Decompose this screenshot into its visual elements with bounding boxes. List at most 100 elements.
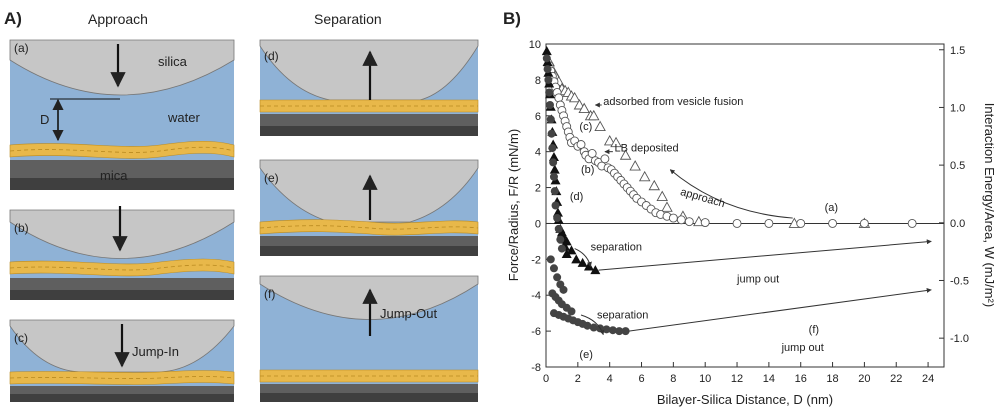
annotation-arrow (574, 248, 592, 267)
point-filled-circle (567, 307, 576, 316)
x-ticks: 0 2 4 6 8 10 12 14 16 18 20 22 24 (543, 362, 934, 385)
point-filled-triangle (548, 152, 559, 162)
point-filled-triangle (590, 265, 601, 275)
point-filled-circle (547, 129, 556, 138)
gap-label: D (40, 112, 49, 127)
annotation-label: (f) (809, 324, 819, 336)
y-tick-label: 10 (529, 39, 541, 51)
annotation-arrows (574, 102, 932, 336)
y-axis-label: Force/Radius, F/R (mN/m) (506, 129, 521, 281)
y-tick-label: -2 (531, 254, 541, 266)
water-label: water (167, 110, 200, 125)
point-open-circle (764, 218, 774, 228)
x-tick-label: 2 (575, 373, 581, 385)
point-filled-triangle (566, 245, 577, 255)
point-filled-triangle (561, 236, 572, 246)
annotation-label: adsorbed from vesicle fusion (603, 96, 743, 108)
schematic-b: (b) (9, 206, 235, 300)
point-open-circle (676, 215, 686, 225)
point-filled-circle (543, 65, 552, 74)
point-open-triangle (629, 160, 641, 171)
x-tick-label: 6 (638, 373, 644, 385)
point-filled-circle (553, 273, 562, 282)
point-open-circle (859, 218, 869, 228)
point-filled-circle (546, 115, 555, 124)
x-tick-label: 14 (763, 373, 775, 385)
schematic-f: (f) Jump-Out (259, 275, 479, 402)
annotation-label: (c) (579, 121, 592, 133)
annotation-label: separation (591, 241, 642, 253)
point-filled-circle (608, 326, 617, 335)
y-tick-label: -6 (531, 326, 541, 338)
data-markers (541, 46, 917, 336)
schematic-d: (d) (259, 39, 479, 136)
tag-b: (b) (14, 221, 29, 235)
point-filled-circle (550, 187, 559, 196)
point-filled-circle (546, 255, 555, 264)
point-filled-circle (583, 321, 592, 330)
point-filled-circle (621, 327, 630, 336)
point-open-triangle (587, 109, 600, 121)
mica-label: mica (100, 168, 128, 183)
x-tick-label: 20 (858, 373, 870, 385)
annotation-arrow (669, 169, 793, 219)
y-tick-label: 6 (535, 111, 541, 123)
point-filled-circle (559, 285, 568, 294)
point-filled-circle (553, 214, 562, 223)
point-open-circle (700, 218, 710, 227)
y2-axis-label: Interaction Energy/Area, W (mJ/m²) (982, 103, 994, 307)
y2-tick-label: 0.0 (950, 218, 965, 230)
annotation-label: jump out (736, 274, 779, 286)
y2-tick-label: -1.0 (950, 333, 969, 345)
approach-title: Approach (88, 11, 148, 27)
point-open-triangle (661, 201, 673, 212)
panel-a: A) Approach Separation (a) silica water … (4, 9, 479, 402)
point-filled-circle (544, 75, 553, 84)
y-tick-label: 2 (535, 183, 541, 195)
annotation-label: (d) (570, 191, 583, 203)
panel-a-label: A) (4, 9, 22, 28)
annotation-arrow (628, 287, 932, 332)
schematic-a: (a) silica water D mica (9, 39, 235, 190)
panel-b: B) 0 2 4 6 8 10 12 14 16 18 20 22 24 -8-6-4-20246810… (503, 9, 994, 407)
tag-a: (a) (14, 41, 29, 55)
point-filled-circle (545, 101, 554, 110)
y-tick-label: 0 (535, 218, 541, 230)
tag-f: (f) (264, 287, 275, 301)
point-open-triangle (578, 102, 590, 114)
point-filled-triangle (561, 248, 572, 258)
point-filled-triangle (577, 257, 588, 267)
point-filled-circle (554, 224, 563, 233)
x-tick-label: 4 (607, 373, 613, 385)
separation-title: Separation (314, 11, 382, 27)
point-open-circle (600, 154, 610, 164)
point-filled-circle (549, 158, 558, 167)
annotation-arrow (580, 314, 605, 336)
point-open-triangle (603, 134, 616, 146)
point-open-circle (684, 217, 694, 227)
y2-tick-label: -0.5 (950, 275, 969, 287)
point-open-triangle (568, 91, 581, 103)
point-filled-circle (548, 144, 557, 153)
point-open-circle (907, 218, 917, 228)
annotation-label: approach (679, 186, 726, 210)
x-tick-label: 12 (731, 373, 743, 385)
point-open-circle (554, 93, 564, 103)
jump-in-label: Jump-In (132, 344, 179, 359)
point-filled-circle (615, 327, 624, 336)
silica-label: silica (158, 54, 188, 69)
point-open-triangle (648, 179, 661, 191)
point-filled-triangle (552, 207, 563, 217)
plot-frame (545, 43, 945, 368)
annotation-label: LB deposited (614, 143, 678, 155)
x-tick-label: 18 (826, 373, 838, 385)
point-open-triangle (638, 170, 651, 182)
jump-out-label: Jump-Out (380, 306, 437, 321)
point-filled-circle (556, 235, 565, 244)
annotation-label: (e) (579, 349, 592, 361)
point-open-circle (587, 149, 597, 158)
point-open-triangle (656, 190, 668, 201)
annotation-label: jump out (781, 342, 824, 354)
point-filled-circle (589, 323, 598, 332)
